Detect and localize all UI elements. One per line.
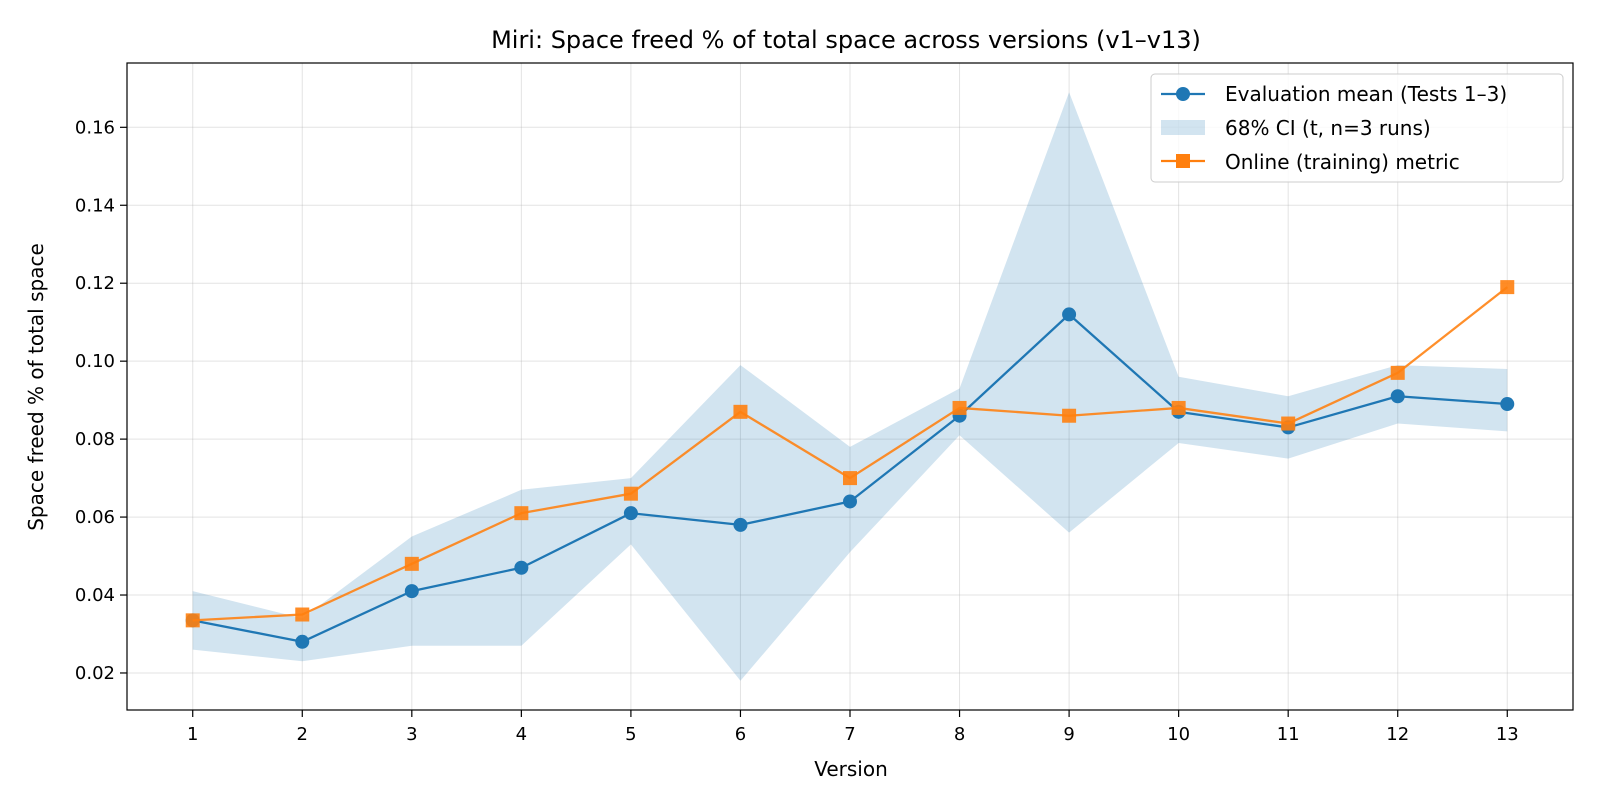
y-axis-label: Space freed % of total space (24, 243, 48, 531)
x-tick-label: 2 (297, 724, 308, 745)
data-point (952, 400, 967, 415)
data-point (843, 471, 857, 486)
data-point (843, 494, 857, 509)
x-tick-label: 13 (1496, 724, 1519, 745)
data-point (404, 584, 419, 599)
chart-title: Miri: Space freed % of total space acros… (491, 26, 1201, 54)
data-point (1062, 307, 1077, 322)
x-tick-label: 10 (1167, 724, 1190, 745)
x-tick-label: 6 (735, 724, 746, 745)
data-point (1062, 408, 1077, 423)
ci-band (192, 92, 1508, 681)
x-tick-label: 11 (1277, 724, 1300, 745)
data-point (295, 607, 310, 622)
x-tick-label: 1 (187, 724, 198, 745)
data-point (1281, 416, 1296, 431)
y-tick-label: 0.12 (75, 273, 115, 294)
x-tick-label: 8 (954, 724, 965, 745)
data-point (623, 506, 638, 521)
y-tick-label: 0.06 (75, 507, 115, 528)
x-tick-label: 7 (844, 724, 855, 745)
series-2 (185, 280, 1515, 628)
data-point (623, 486, 638, 501)
legend-ci-label: 68% CI (t, n=3 runs) (1225, 116, 1431, 140)
data-point (295, 634, 310, 649)
legend-eval-label: Evaluation mean (Tests 1–3) (1225, 82, 1507, 106)
grid (127, 63, 1573, 710)
legend-ci-swatch (1161, 120, 1205, 135)
series-layer (185, 280, 1515, 649)
data-point (733, 404, 748, 419)
legend-online-label: Online (training) metric (1225, 150, 1460, 174)
legend-box (1150, 73, 1564, 183)
y-tick-label: 0.04 (75, 585, 115, 606)
data-point (1390, 365, 1405, 380)
legend: Evaluation mean (Tests 1–3) 68% CI (t, n… (1150, 73, 1564, 183)
data-point (1390, 389, 1405, 404)
y-tick-label: 0.10 (75, 351, 115, 372)
ci-band-layer (192, 92, 1508, 681)
x-tick-label: 3 (406, 724, 417, 745)
y-tick-label: 0.08 (75, 429, 115, 450)
legend-eval-marker (1176, 87, 1190, 101)
data-point (733, 517, 748, 532)
y-tick-label: 0.16 (75, 117, 115, 138)
data-point (1500, 280, 1515, 295)
x-axis-label: Version (814, 757, 888, 781)
data-point (185, 613, 200, 628)
y-tick-label: 0.14 (75, 195, 115, 216)
data-point (514, 506, 529, 521)
x-tick-label: 5 (625, 724, 636, 745)
data-point (1500, 397, 1515, 412)
x-tick-label: 4 (516, 724, 527, 745)
axes: 1 2 3 4 5 6 7 8 9 10 11 12 130.020.040.060.080.100.1… (75, 117, 1519, 745)
data-point (514, 560, 529, 575)
data-point (1171, 400, 1186, 415)
x-tick-label: 9 (1063, 724, 1074, 745)
data-point (404, 556, 419, 571)
legend-online-marker (1176, 154, 1190, 168)
x-tick-label: 12 (1386, 724, 1409, 745)
y-tick-label: 0.02 (75, 663, 115, 684)
